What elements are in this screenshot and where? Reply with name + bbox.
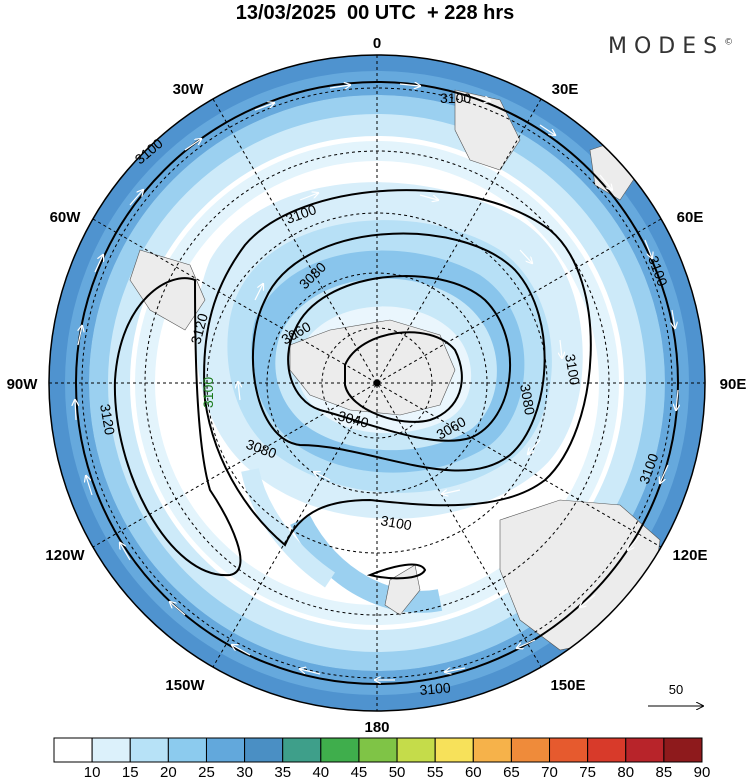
colorbar-swatch: [91, 737, 131, 763]
lon-label: 90E: [720, 376, 747, 393]
colorbar-tick-label: 85: [655, 764, 673, 781]
reference-vector-label: 50: [669, 682, 683, 697]
colorbar-swatch: [625, 737, 665, 763]
contour-3100-inner: [203, 189, 592, 547]
contour-label: 3120: [97, 403, 118, 437]
map-boundary: [48, 54, 706, 712]
brand-text: MODES: [608, 34, 725, 59]
contour-label: 3080: [517, 383, 538, 417]
colorbar-tick-label: 55: [426, 764, 444, 781]
colorbar-tick-label: 35: [274, 764, 292, 781]
colorbar-tick-label: 10: [83, 764, 101, 781]
height-contours: [75, 81, 679, 685]
colorbar-tick-label: 90: [693, 764, 711, 781]
colorbar-swatch: [358, 737, 398, 763]
longitude-labels: 0 180 90W 90E 30W 60W 30E 60E 120W 150W …: [7, 35, 747, 736]
lon-label: 90W: [7, 376, 39, 393]
contour-label: 3100: [379, 512, 413, 533]
colorbar-tick-label: 45: [350, 764, 368, 781]
lon-label: 150W: [165, 677, 205, 694]
lon-label: 30W: [173, 81, 205, 98]
colorbar-tick-label: 15: [121, 764, 139, 781]
lon-label: 30E: [552, 81, 579, 98]
contour-label: 3040: [336, 407, 370, 431]
colorbar-swatch: [167, 737, 207, 763]
lon-label: 120E: [672, 547, 707, 564]
contour-label: 3100: [419, 679, 452, 698]
colorbar-swatch: [320, 737, 360, 763]
antarctica-land: [289, 319, 456, 416]
colorbar-swatch: [663, 737, 703, 763]
colorbar-swatch: [587, 737, 627, 763]
colorbar-tick-label: 50: [388, 764, 406, 781]
colorbar-swatch: [396, 737, 436, 763]
colorbar-swatch: [434, 737, 474, 763]
contour-3080: [252, 232, 546, 472]
land-masses: [129, 89, 661, 651]
colorbar-tick-label: 75: [579, 764, 596, 781]
colorbar-tick-label: 70: [541, 764, 558, 781]
contour-3040: [344, 331, 463, 423]
contour-label: 3100: [562, 353, 583, 387]
colorbar-swatch: [282, 737, 322, 763]
modes-logo: MODES©: [608, 34, 733, 59]
colorbar-tick-label: 60: [464, 764, 482, 781]
wind-vectors: [75, 84, 678, 680]
colorbar-tick-label: 25: [198, 764, 215, 781]
lon-label: 180: [364, 719, 389, 736]
contour-label: 3120: [187, 311, 211, 345]
colorbar-swatch: [244, 737, 284, 763]
contour-label: 3100: [200, 377, 216, 408]
contour-3060: [287, 275, 512, 442]
contour-label: 3100: [440, 90, 471, 106]
colorbar-swatch: [205, 737, 246, 763]
copyright-mark: ©: [724, 37, 734, 48]
colorbar: [53, 737, 703, 763]
colorbar-tick-label: 65: [503, 764, 520, 781]
colorbar-swatch: [53, 737, 93, 763]
graticule: [49, 55, 705, 711]
contour-3120: [113, 277, 242, 577]
colorbar-swatch: [129, 737, 169, 763]
south-america-land: [129, 249, 206, 331]
map-title: 13/03/2025 00 UTC + 228 hrs: [235, 2, 515, 24]
lon-label: 60E: [677, 209, 704, 226]
colorbar-tick-label: 40: [312, 764, 330, 781]
lon-label: 60W: [50, 209, 82, 226]
contour-3100-outer: [75, 81, 679, 685]
contour-3100-small: [366, 563, 427, 580]
colorbar-swatch: [510, 737, 551, 763]
colorbar-swatch: [549, 737, 589, 763]
lon-label: 0: [373, 35, 381, 52]
colorbar-swatch: [472, 737, 512, 763]
south-pole-marker: [373, 379, 381, 387]
colorbar-tick-label: 20: [160, 764, 177, 781]
lon-label: 120W: [45, 547, 85, 564]
colorbar-tick-label: 80: [617, 764, 635, 781]
colorbar-tick-label: 30: [236, 764, 253, 781]
lon-label: 150E: [550, 677, 585, 694]
